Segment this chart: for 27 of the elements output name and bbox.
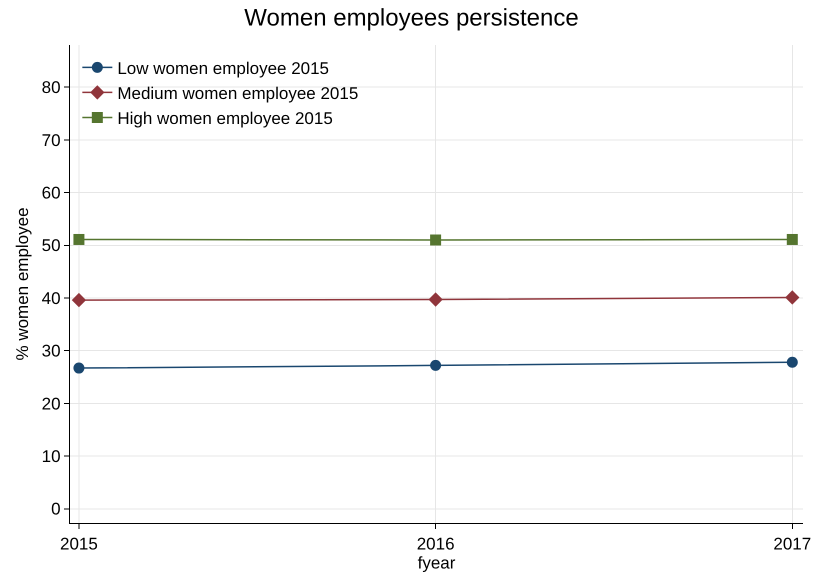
- y-tick-label: 70: [42, 130, 61, 150]
- point: [430, 234, 442, 246]
- point: [430, 360, 442, 371]
- y-tick-label: 10: [42, 447, 61, 466]
- point: [73, 362, 84, 374]
- y-tick-label: 60: [42, 184, 61, 203]
- y-tick-label: 80: [42, 78, 61, 98]
- legend-label: Medium women employee 2015: [117, 84, 358, 104]
- y-tick-label: 20: [42, 394, 61, 414]
- y-tick-label: 30: [42, 342, 61, 361]
- point: [786, 234, 798, 245]
- point: [786, 356, 798, 368]
- point: [785, 290, 800, 305]
- y-axis-title: % women employee: [13, 207, 32, 361]
- y-tick-label: 0: [51, 500, 61, 519]
- point: [73, 234, 84, 245]
- legend-label: High women employee 2015: [117, 109, 333, 128]
- x-tick-label: 2015: [60, 534, 98, 554]
- x-tick-label: 2016: [416, 534, 455, 554]
- y-tick-label: 40: [42, 288, 61, 308]
- x-axis-title: fyear: [418, 553, 456, 572]
- legend-label: Low women employee 2015: [117, 58, 330, 78]
- point: [428, 292, 443, 307]
- y-tick-label: 50: [42, 236, 61, 256]
- point: [72, 292, 86, 308]
- x-tick-label: 2017: [773, 534, 812, 554]
- chart-title: Women employees persistence: [244, 4, 579, 32]
